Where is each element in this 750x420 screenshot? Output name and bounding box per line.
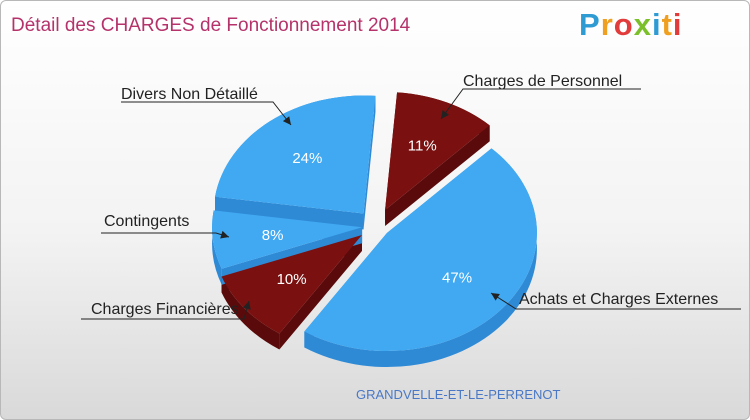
leader-line-achats-et-charges-externes: [490, 292, 741, 310]
pie-slice-wall-charges-de-personnel-1: [385, 125, 490, 226]
pie-slice-side-charges-financieres: [221, 276, 280, 350]
pie-slice-divers-non-detaille: [215, 95, 376, 214]
pie-slice-wall-divers-non-detaille-0: [215, 196, 364, 230]
label-charges-financieres: Charges Financières: [91, 301, 239, 318]
pie-slice-wall-charges-financieres-0: [279, 234, 362, 350]
arrowhead-charges-financieres: [243, 301, 251, 310]
arrowhead-achats-et-charges-externes: [491, 293, 500, 301]
pie-slice-side-contingents: [212, 210, 222, 285]
proxiti-logo: Proxiti: [579, 7, 683, 42]
arrowhead-contingents: [220, 230, 229, 239]
pct-label-achats-et-charges-externes: 47%: [442, 269, 472, 286]
leader-line-divers-non-detaille: [121, 101, 292, 126]
pct-label-contingents: 8%: [262, 227, 284, 244]
leader-line-contingents: [101, 232, 230, 238]
arrowhead-charges-de-personnel: [441, 110, 449, 119]
pie-slice-contingents: [212, 210, 363, 269]
pct-label-divers-non-detaille: 24%: [292, 150, 322, 167]
commune-name: GRANDVELLE-ET-LE-PERRENOT: [356, 387, 561, 402]
label-contingents: Contingents: [104, 213, 190, 230]
pct-label-charges-de-personnel: 11%: [408, 137, 437, 154]
label-charges-de-personnel: Charges de Personnel: [463, 73, 623, 90]
pct-label-charges-financieres: 10%: [277, 271, 307, 288]
label-divers-non-detaille: Divers Non Détaillé: [121, 86, 258, 103]
pie-slice-charges-de-personnel: [385, 92, 490, 210]
pie-slice-achats-et-charges-externes: [304, 148, 537, 352]
chart-title: Détail des CHARGES de Fonctionnement 201…: [11, 15, 411, 36]
arrowhead-divers-non-detaille: [282, 116, 291, 125]
pie-slice-wall-divers-non-detaille-1: [363, 95, 376, 230]
pie-slice-charges-financieres: [221, 234, 362, 334]
leader-line-charges-de-personnel: [440, 88, 641, 120]
label-achats-et-charges-externes: Achats et Charges Externes: [519, 291, 719, 308]
